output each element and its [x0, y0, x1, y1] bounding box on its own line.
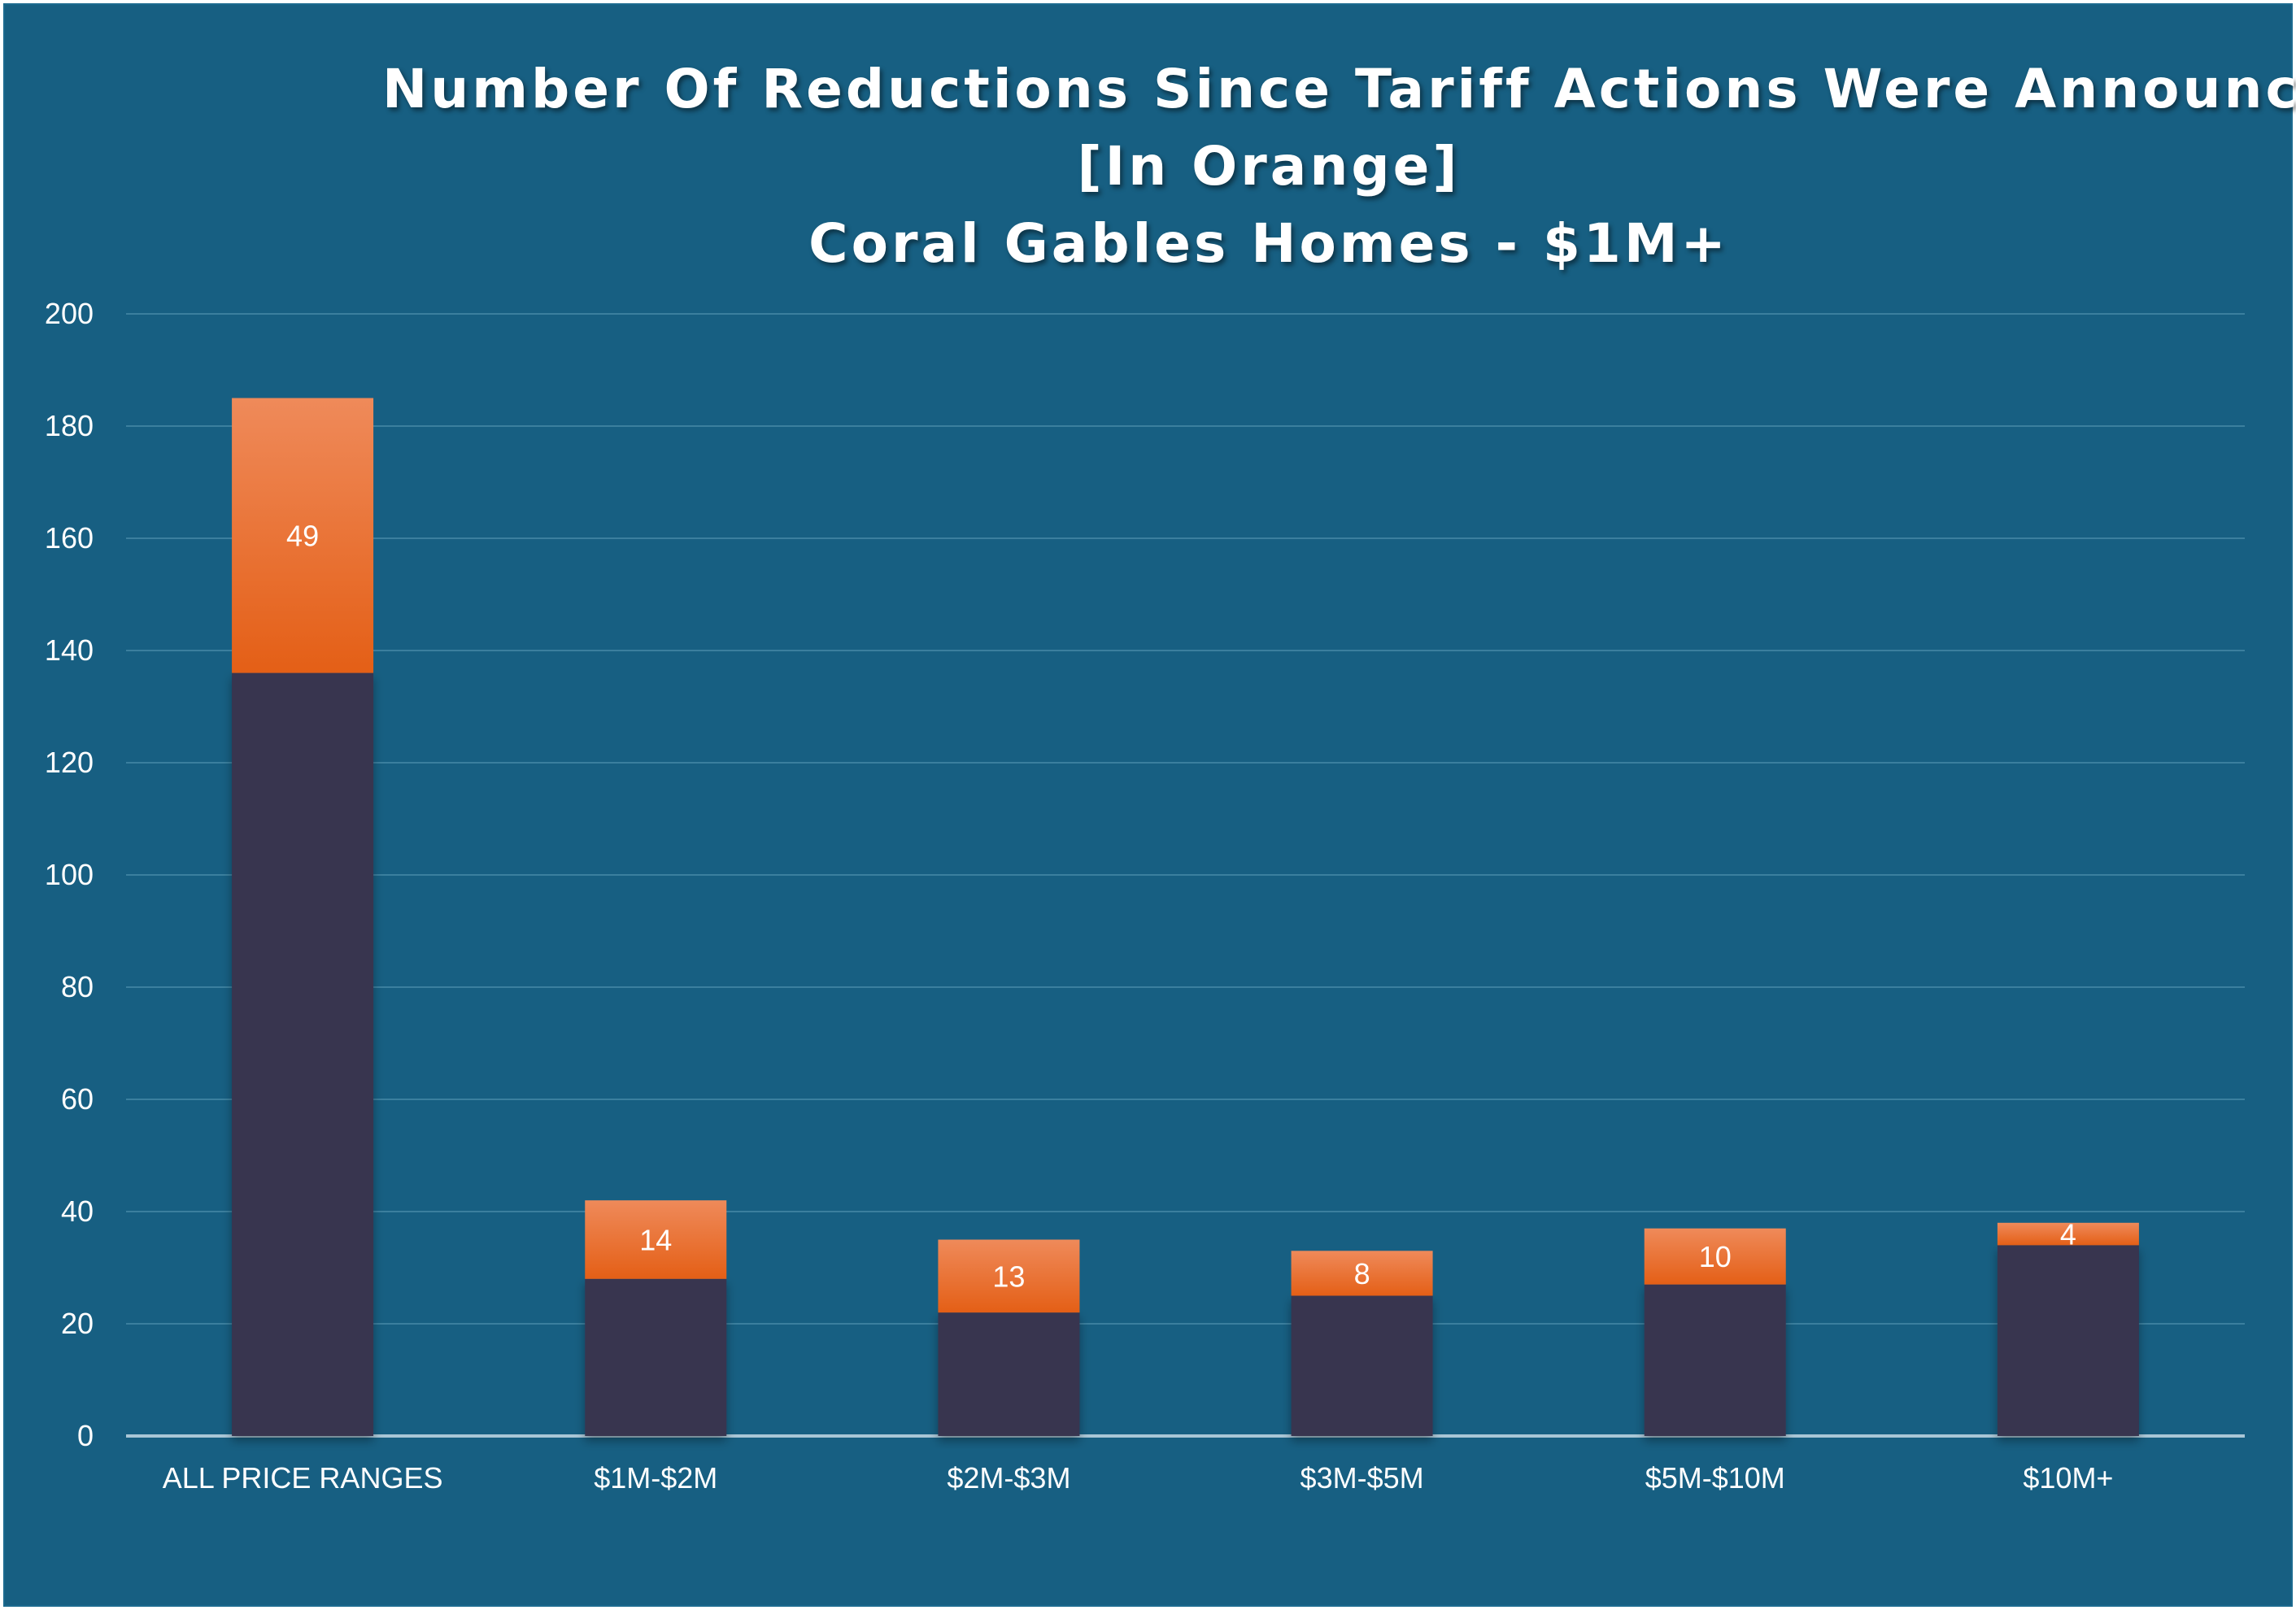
chart-title-line-2: [In Orange] — [1077, 135, 1461, 198]
chart-title-line-3: Coral Gables Homes - $1M+ — [808, 212, 1729, 275]
bar-reduction — [585, 1200, 727, 1279]
data-labels: 49 14 13 8 10 4 — [286, 520, 2076, 1294]
bar-base — [585, 1278, 727, 1436]
bar-reduction — [1291, 1251, 1433, 1296]
y-tick-label: 20 — [61, 1307, 94, 1340]
chart-title: Number Of Reductions Since Tariff Action… — [382, 50, 2296, 282]
bar-base — [1997, 1245, 2139, 1436]
data-label: 4 — [2060, 1218, 2076, 1251]
y-tick-label: 100 — [45, 858, 94, 891]
y-tick-label: 80 — [61, 970, 94, 1003]
bar-base — [938, 1312, 1080, 1436]
y-tick-label: 120 — [45, 746, 94, 779]
bar-base — [1644, 1284, 1786, 1436]
x-category-label: $10M+ — [2023, 1461, 2113, 1495]
x-category-label: $3M-$5M — [1300, 1461, 1424, 1495]
data-label: 10 — [1699, 1240, 1732, 1273]
bar-reduction — [232, 398, 374, 673]
y-tick-label: 0 — [77, 1419, 94, 1452]
bar-reduction — [1997, 1222, 2139, 1246]
data-label: 8 — [1354, 1257, 1370, 1290]
bars — [232, 398, 2139, 1436]
y-tick-label: 60 — [61, 1082, 94, 1116]
x-category-label: $1M-$2M — [594, 1461, 717, 1495]
y-axis-ticks: 0 20 40 60 80 100 120 140 160 180 200 — [45, 297, 94, 1452]
bar-reduction — [1644, 1228, 1786, 1285]
x-category-label: $2M-$3M — [947, 1461, 1070, 1495]
y-tick-label: 160 — [45, 521, 94, 555]
x-category-label: ALL PRICE RANGES — [163, 1461, 443, 1495]
y-tick-label: 40 — [61, 1194, 94, 1228]
y-tick-label: 140 — [45, 633, 94, 667]
data-label: 49 — [286, 520, 319, 553]
data-label: 13 — [992, 1260, 1025, 1293]
bar-base — [232, 672, 374, 1436]
x-category-label: $5M-$10M — [1645, 1461, 1785, 1495]
x-axis-categories: ALL PRICE RANGES $1M-$2M $2M-$3M $3M-$5M $5M… — [163, 1461, 2114, 1495]
bar-reduction — [938, 1239, 1080, 1313]
data-label: 14 — [639, 1224, 672, 1257]
gridlines — [126, 313, 2245, 1438]
bar-base — [1291, 1295, 1433, 1436]
y-tick-label: 200 — [45, 297, 94, 330]
y-tick-label: 180 — [45, 409, 94, 442]
chart-panel — [3, 3, 2293, 1607]
chart-title-line-1: Number Of Reductions Since Tariff Action… — [382, 58, 2296, 120]
